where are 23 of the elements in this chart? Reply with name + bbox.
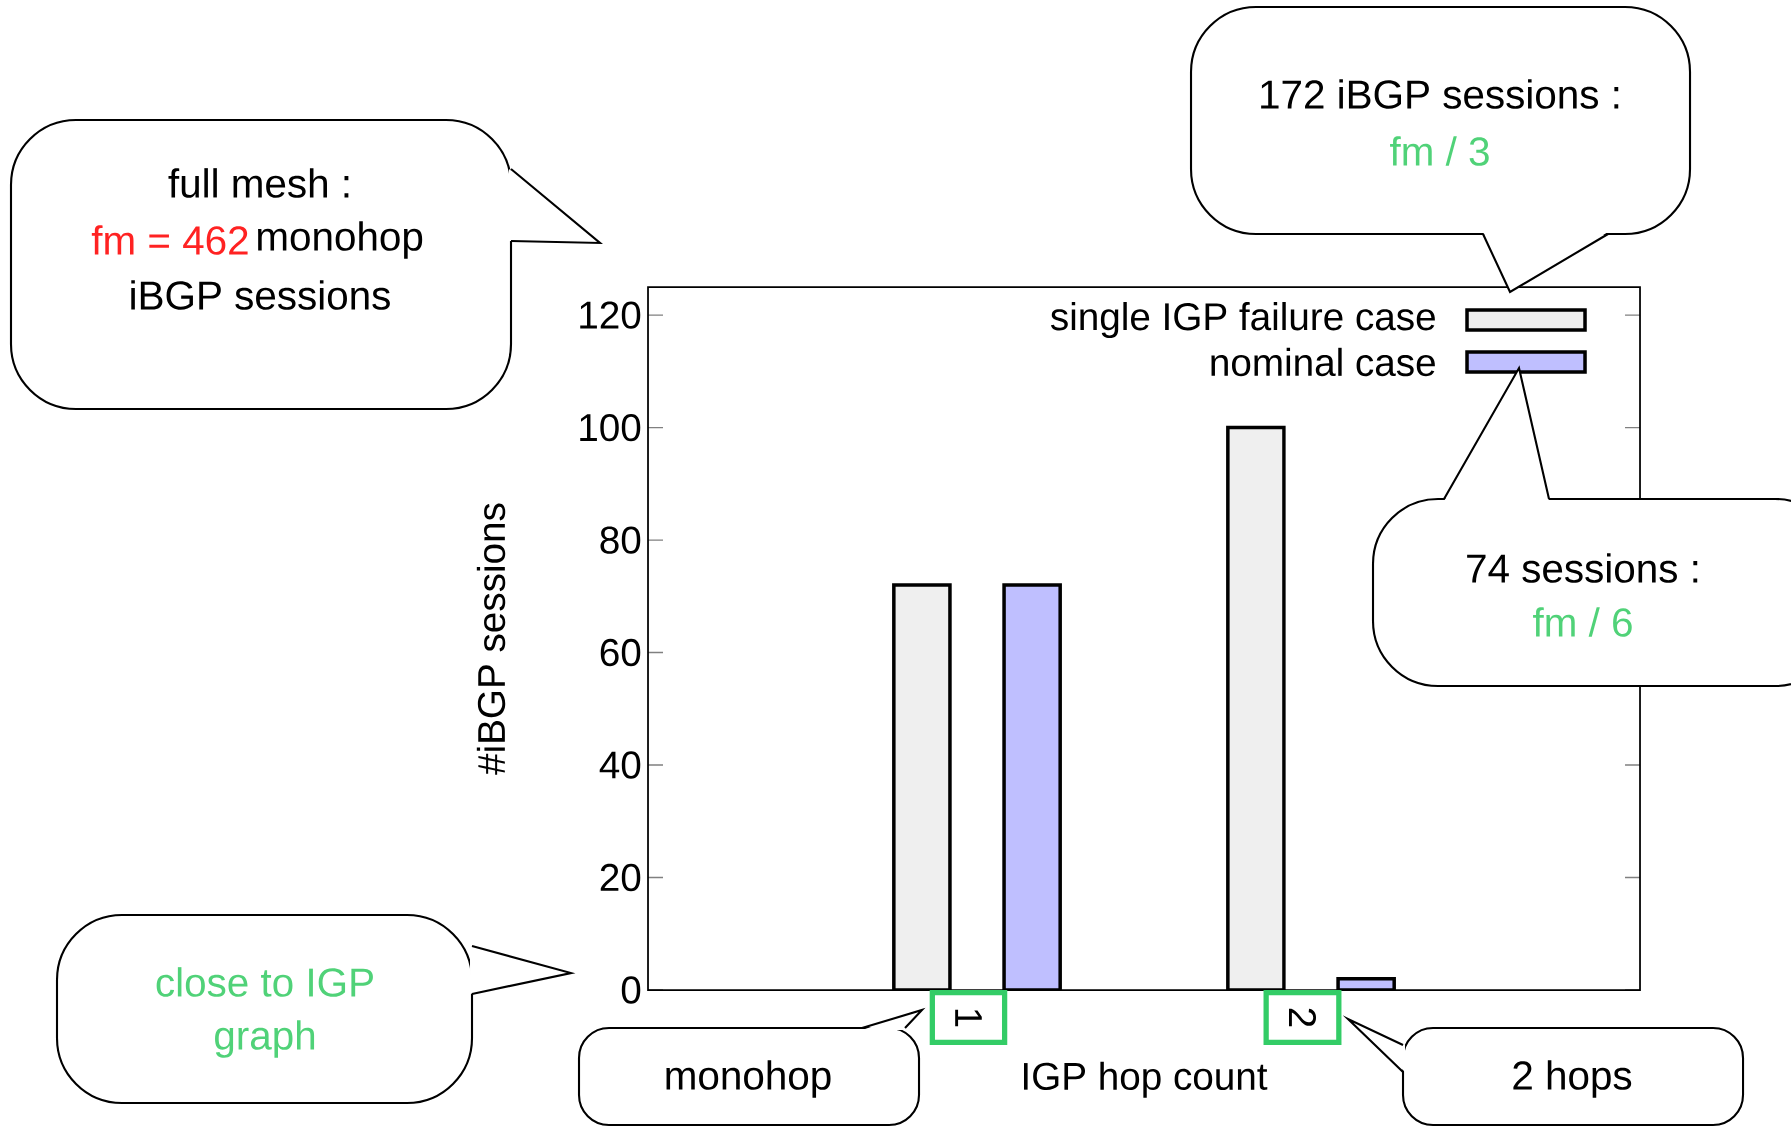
y-tick-label: 0 — [621, 976, 641, 1004]
y-tick-label: 80 — [600, 526, 641, 554]
text: 2 hops — [1513, 1060, 1632, 1098]
text: fm = 462 — [91, 225, 248, 255]
text: single IGP failure case — [1050, 301, 1435, 339]
text: monohop — [666, 1060, 831, 1098]
text: iBGP sessions — [131, 280, 390, 310]
text: 172 iBGP sessions : — [1261, 79, 1619, 109]
x-tick-label: 1 — [955, 1009, 982, 1027]
y-tick-label: 40 — [599, 751, 641, 779]
text: monohop — [258, 221, 423, 259]
x-tick-label: 2 — [1289, 1008, 1317, 1027]
y-axis-title: #iBGP sessions — [476, 503, 506, 775]
x-axis-title: IGP hop count — [1023, 1061, 1268, 1098]
y-tick-label: 120 — [580, 301, 641, 329]
y-tick-label: 20 — [600, 863, 641, 892]
text: close to IGP — [156, 967, 373, 997]
text: full mesh : — [168, 168, 349, 198]
text: graph — [215, 1020, 315, 1058]
y-tick-label: 100 — [580, 413, 641, 442]
legend-label: nominal case — [1211, 347, 1435, 377]
text: fm / 3 — [1390, 136, 1489, 166]
y-tick-label: 60 — [600, 638, 641, 667]
